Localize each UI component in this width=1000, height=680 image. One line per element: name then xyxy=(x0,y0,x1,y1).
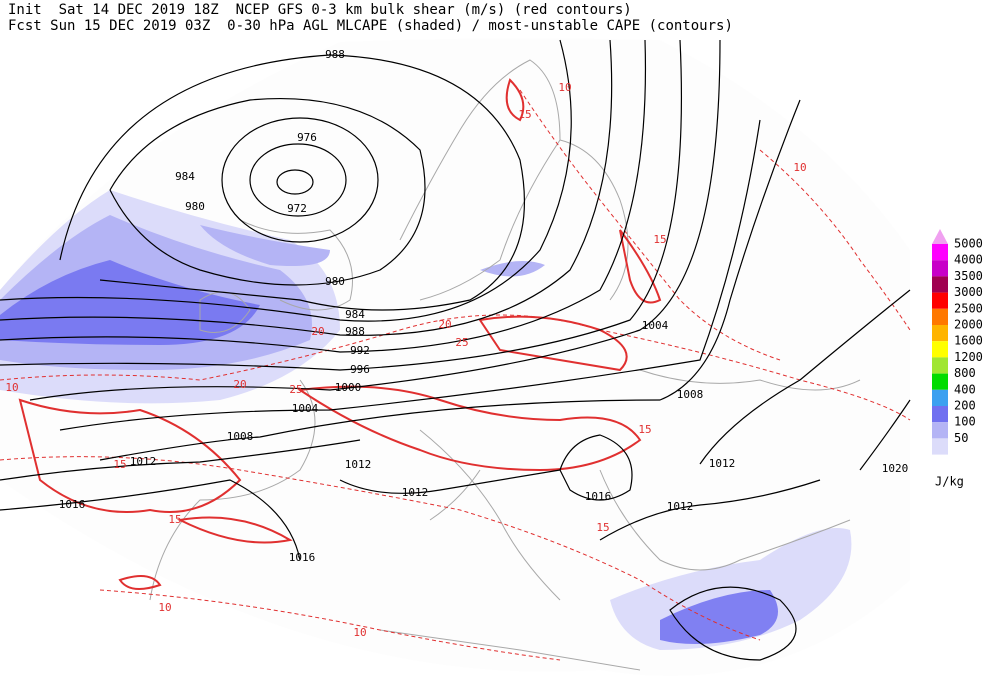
shear-label: 25 xyxy=(455,336,468,349)
isobar-labels: 988 976 984 980 972 980 984 988 992 996 … xyxy=(59,48,909,564)
isobar-label: 1020 xyxy=(882,462,909,475)
isobar-label: 1012 xyxy=(402,486,429,499)
isobar-label: 996 xyxy=(350,363,370,376)
shear-labels: 10 15 20 25 15 10 15 20 25 10 15 10 15 1… xyxy=(5,81,806,639)
legend-label: 4000 xyxy=(954,253,983,267)
legend-swatch xyxy=(932,308,948,325)
isobar-label: 984 xyxy=(345,308,365,321)
isobar-label: 976 xyxy=(297,131,317,144)
shear-label: 20 xyxy=(311,325,324,338)
legend-swatch xyxy=(932,292,948,309)
isobar-label: 1004 xyxy=(292,402,319,415)
legend-swatch xyxy=(932,422,948,439)
shear-label: 10 xyxy=(558,81,571,94)
isobar-label: 972 xyxy=(287,202,307,215)
isobar-label: 1016 xyxy=(585,490,612,503)
legend-swatch xyxy=(932,389,948,406)
shear-label: 25 xyxy=(289,383,302,396)
isobar-label: 1012 xyxy=(130,455,157,468)
shear-label: 10 xyxy=(793,161,806,174)
isobar-label: 988 xyxy=(325,48,345,61)
shear-label: 15 xyxy=(596,521,609,534)
isobar-label: 1004 xyxy=(642,319,669,332)
cape-shading xyxy=(0,190,852,650)
isobar-label: 984 xyxy=(175,170,195,183)
shear-label: 10 xyxy=(158,601,171,614)
legend-label: 200 xyxy=(954,399,976,413)
legend-swatch xyxy=(932,325,948,342)
shear-label: 20 xyxy=(438,318,451,331)
legend-label: 3500 xyxy=(954,269,983,283)
legend-swatch xyxy=(932,276,948,293)
legend-swatch xyxy=(932,260,948,277)
isobar-label: 988 xyxy=(345,325,365,338)
legend-label: 400 xyxy=(954,382,976,396)
isobar-label: 1012 xyxy=(345,458,372,471)
legend: 5000 4000 3500 3000 2500 2000 1600 1200 800 400 20… xyxy=(932,229,983,455)
isobar-label: 1008 xyxy=(227,430,254,443)
legend-label: 1200 xyxy=(954,350,983,364)
legend-overflow-triangle xyxy=(932,229,948,244)
shear-label: 20 xyxy=(233,378,246,391)
legend-unit: J/kg xyxy=(935,475,964,489)
legend-swatch xyxy=(932,406,948,423)
legend-label: 50 xyxy=(954,431,968,445)
legend-swatch xyxy=(932,341,948,358)
legend-label: 2500 xyxy=(954,301,983,315)
shear-label: 15 xyxy=(638,423,651,436)
header-line: Fcst Sun 15 DEC 2019 03Z 0-30 hPa AGL ML… xyxy=(8,18,733,34)
legend-label: 800 xyxy=(954,366,976,380)
isobar-label: 980 xyxy=(325,275,345,288)
isobar-label: 1000 xyxy=(335,381,362,394)
header-line: Init Sat 14 DEC 2019 18Z NCEP GFS 0-3 km… xyxy=(8,2,632,18)
legend-swatch xyxy=(932,244,948,261)
isobar-label: 992 xyxy=(350,344,370,357)
isobar-label: 980 xyxy=(185,200,205,213)
isobar-label: 1012 xyxy=(709,457,736,470)
isobar-label: 1016 xyxy=(289,551,316,564)
isobars xyxy=(0,39,911,661)
isobar-label: 1008 xyxy=(677,388,704,401)
legend-swatch xyxy=(932,438,948,455)
legend-swatch xyxy=(932,373,948,390)
shear-label: 10 xyxy=(5,381,18,394)
legend-label: 3000 xyxy=(954,285,983,299)
map-domain xyxy=(0,38,910,676)
legend-label: 5000 xyxy=(954,237,983,251)
shear-label: 15 xyxy=(653,233,666,246)
isobar-label: 1016 xyxy=(59,498,86,511)
legend-label: 2000 xyxy=(954,318,983,332)
legend-swatch xyxy=(932,357,948,374)
legend-label: 1600 xyxy=(954,334,983,348)
shear-label: 15 xyxy=(518,108,531,121)
legend-label: 100 xyxy=(954,415,976,429)
shear-label: 15 xyxy=(168,513,181,526)
isobar-label: 1012 xyxy=(667,500,694,513)
shear-label: 10 xyxy=(353,626,366,639)
shear-label: 15 xyxy=(113,458,126,471)
